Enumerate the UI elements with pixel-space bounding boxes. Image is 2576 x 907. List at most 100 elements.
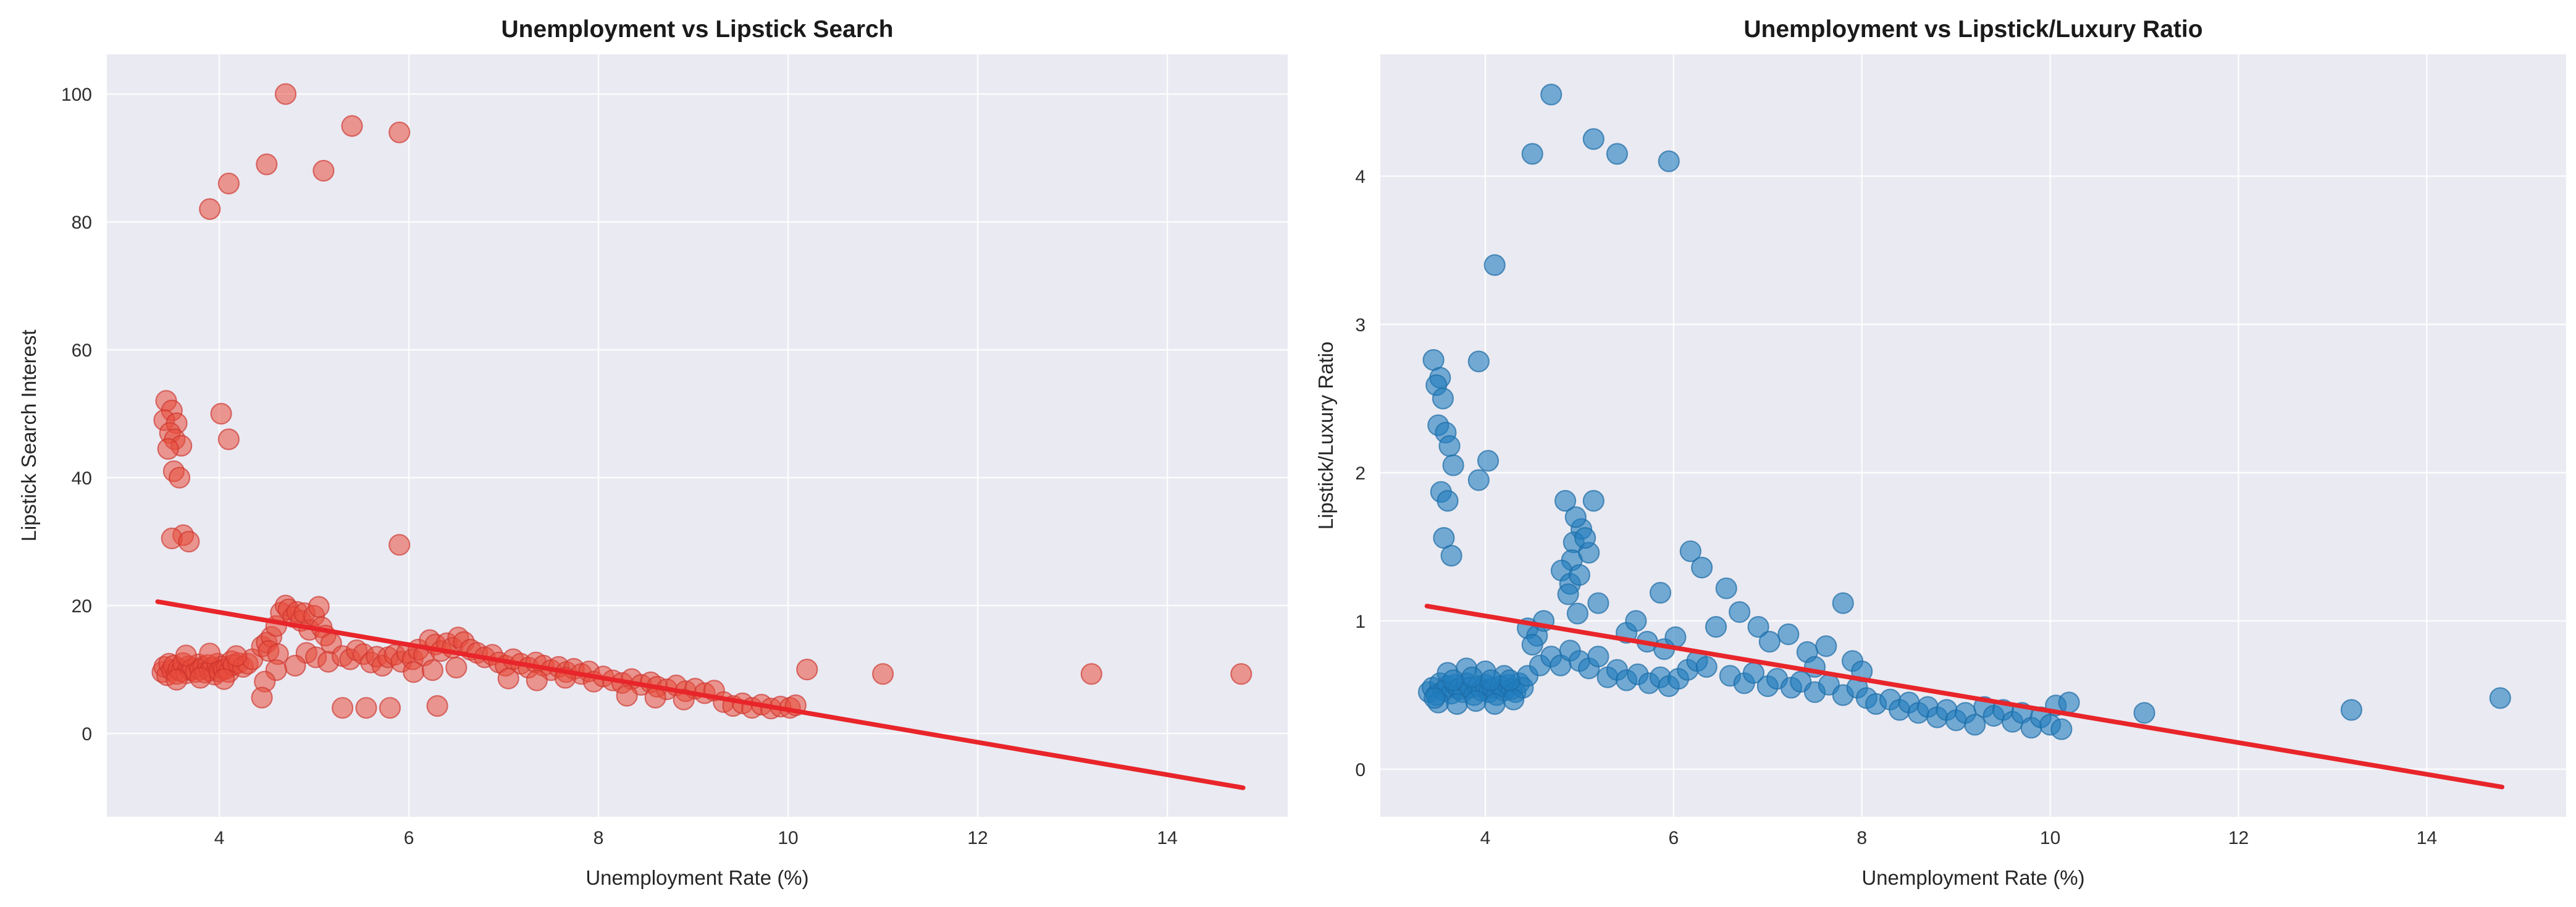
data-point [199,643,221,665]
data-point [1649,581,1672,604]
data-point [1557,583,1579,605]
data-point [1554,489,1577,512]
left-x-tick-labels: 4 6 8 10 12 14 [214,828,1178,848]
data-point [1832,592,1854,614]
data-point [256,153,278,175]
data-point [796,658,818,681]
data-point [388,534,411,556]
data-point [388,121,411,143]
x-tick-label: 12 [967,828,988,848]
data-point [1705,615,1727,638]
data-point [199,198,221,220]
right-data-points [1417,83,2511,740]
data-point [1442,669,1464,691]
y-tick-label: 2 [1355,463,1366,484]
data-point [1438,435,1461,457]
y-tick-label: 0 [1355,760,1366,780]
y-tick-label: 20 [72,596,92,617]
x-tick-label: 4 [214,828,225,848]
x-tick-label: 14 [2417,828,2437,848]
x-tick-label: 12 [2228,828,2249,848]
data-point [213,668,235,690]
data-point [331,697,354,719]
left-y-tick-labels: 0 20 40 60 80 100 [61,85,92,745]
data-point [1658,150,1680,172]
data-point [526,669,548,691]
data-point [1691,556,1713,579]
data-point [1503,688,1525,711]
x-tick-label: 10 [2040,828,2060,848]
data-point [1483,254,1506,276]
data-point [1574,526,1596,549]
data-point [497,667,519,690]
data-point [1625,610,1647,632]
data-point [1679,540,1701,562]
data-point [251,686,273,709]
data-point [1442,454,1464,476]
data-point [379,697,401,719]
data-point [1480,669,1502,691]
left-plot-title: Unemployment vs Lipstick Search [501,16,893,43]
data-point [1483,693,1506,715]
data-point [1606,143,1628,165]
x-tick-label: 6 [1669,828,1679,848]
data-point [1582,489,1605,512]
data-point [1564,506,1587,528]
data-point [225,645,248,667]
data-point [1568,563,1590,586]
data-point [166,669,188,691]
left-gridlines [107,54,1288,817]
data-point [313,159,335,182]
right-y-axis-label: Lipstick/Luxury Ratio [1314,342,1337,529]
data-point [157,437,179,460]
left-y-axis-label: Lipstick Search Interest [17,330,40,542]
data-point [169,466,191,489]
data-point [445,656,468,679]
right-y-tick-labels: 0 1 2 3 4 [1355,167,1366,780]
data-point [1424,687,1446,709]
data-point [1465,690,1487,712]
y-tick-label: 4 [1355,167,1366,187]
data-point [1437,489,1459,512]
data-point [1477,450,1500,472]
data-point [1440,544,1462,567]
data-point [175,644,197,667]
data-point [1729,601,1751,623]
data-point [355,697,377,719]
data-point [217,172,240,195]
right-x-tick-labels: 4 6 8 10 12 14 [1480,828,2437,848]
left-plot-background [107,54,1288,817]
data-point [1521,633,1543,656]
data-point [1446,693,1468,715]
y-tick-label: 80 [72,213,92,233]
data-point [1964,714,1986,736]
data-point [217,428,240,450]
data-point [274,83,297,105]
data-point [616,685,638,707]
left-trend-line [155,599,1246,790]
x-tick-label: 14 [1157,828,1177,848]
data-point [2058,691,2080,714]
data-point [210,402,232,425]
data-point [403,661,425,683]
y-tick-label: 100 [61,85,92,105]
data-point [1587,645,1609,668]
y-tick-label: 40 [72,468,92,489]
data-point [421,659,444,681]
data-point [1747,615,1769,638]
y-tick-label: 1 [1355,612,1366,632]
data-point [1715,577,1737,599]
data-point [871,663,894,685]
left-panel: 4 6 8 10 12 14 0 20 40 60 80 100 Unemployment vs L… [17,16,1288,889]
data-point [1566,602,1588,625]
y-tick-label: 60 [72,340,92,361]
data-point [341,115,363,137]
right-trend-line [1424,604,2505,790]
data-point [1815,635,1837,657]
data-point [1080,663,1102,685]
left-data-points [151,83,1252,720]
data-point [1467,350,1490,373]
data-point [1777,623,1800,646]
